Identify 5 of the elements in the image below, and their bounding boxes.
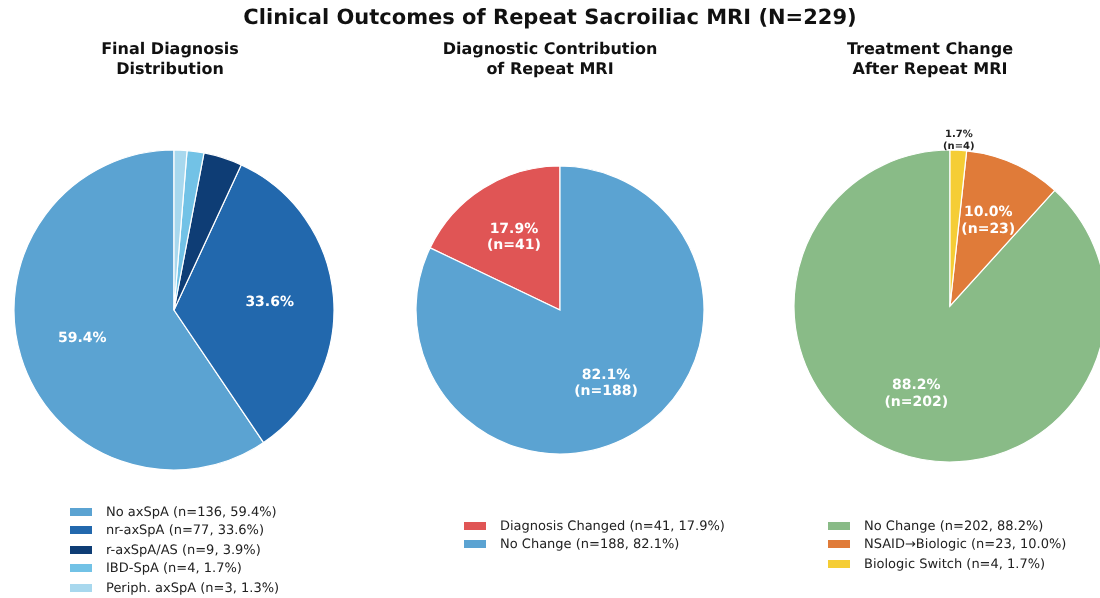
text: Clinical Outcomes of Repeat Sacroiliac MRI (N=229): [241, 6, 859, 30]
chart-subtitle: Treatment Change After Repeat MRI: [844, 40, 1016, 80]
chart-subtitle: Diagnostic Contribution of Repeat MRI: [440, 40, 660, 80]
chart-subtitle: Final Diagnosis Distribution: [99, 40, 241, 80]
pie-slice: [415, 165, 705, 455]
